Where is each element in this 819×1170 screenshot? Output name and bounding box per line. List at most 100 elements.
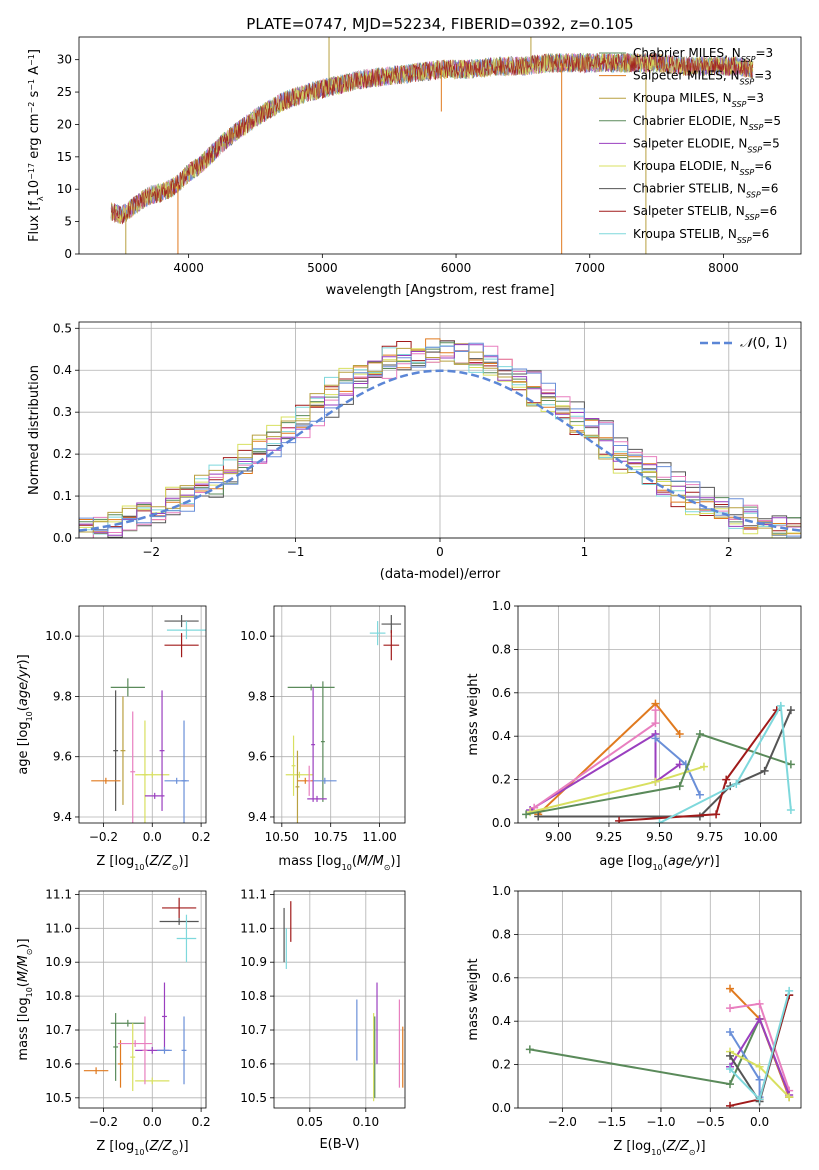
plot-area	[83, 897, 199, 1092]
massweight-line	[529, 732, 681, 811]
y-tick-label: 9.8	[248, 689, 267, 703]
massweight-marker	[699, 762, 708, 771]
massweight-marker	[755, 999, 764, 1008]
massweight-marker	[675, 782, 684, 791]
y-tick-label: 30	[57, 53, 72, 67]
massweight-marker	[522, 810, 531, 819]
x-axis-label: Z [log10(Z/Z⊙)]	[96, 1139, 188, 1157]
x-tick-label: −0.2	[89, 830, 118, 844]
x-axis-label: age [log10(age/yr)]	[599, 854, 719, 872]
massweight-marker	[760, 766, 769, 775]
y-tick-label: 11.1	[45, 887, 72, 901]
y-tick-label: 0.4	[492, 729, 511, 743]
x-tick-label: 9.25	[596, 830, 623, 844]
y-tick-label: 10.7	[45, 1023, 72, 1037]
legend-label: Kroupa STELIB, NSSP=6	[633, 227, 769, 245]
spectrum-line	[110, 52, 754, 225]
panel-massweight_vs_age: 9.00 9.25 9.50 9.75 10.00 0.0 0.2 0.4 0.6 0.8 1.0 a…	[466, 599, 802, 872]
legend-label: Kroupa ELODIE, NSSP=6	[633, 159, 772, 177]
normal-curve	[79, 369, 801, 532]
plot-area	[283, 901, 404, 1102]
x-tick-label: 9.50	[646, 830, 673, 844]
y-tick-label: 10.5	[45, 1091, 72, 1105]
y-tick-label: 11.0	[45, 921, 72, 935]
x-tick-label: 0.2	[192, 1115, 211, 1129]
y-tick-label: 9.8	[53, 689, 72, 703]
x-axis-label: Z [log10(Z/Z⊙)]	[96, 854, 188, 872]
massweight-marker	[726, 1064, 735, 1073]
y-tick-label: 0.6	[492, 971, 511, 985]
y-tick-label: 11.0	[240, 921, 267, 935]
panel-massweight_vs_Z: −2.0 −1.5 −1.0 −0.5 0.0 0.0 0.2 0.4 0.6 0.8 1.0 Z […	[466, 884, 802, 1157]
legend-label: 𝒩(0, 1)	[740, 336, 787, 351]
massweight-marker	[732, 779, 741, 788]
x-tick-label: 0.05	[296, 1115, 323, 1129]
massweight-marker	[785, 986, 794, 995]
x-tick-label: −2	[142, 545, 160, 559]
y-tick-label: 10.0	[45, 629, 72, 643]
histogram-step	[79, 342, 801, 537]
y-tick-label: 0.8	[492, 642, 511, 656]
massweight-marker	[655, 819, 664, 823]
massweight-marker	[675, 730, 684, 739]
axes-frame	[78, 321, 802, 539]
x-tick-label: 9.75	[697, 830, 724, 844]
massweight-marker	[615, 816, 624, 823]
y-tick-label: 9.6	[248, 750, 267, 764]
histogram-step	[79, 347, 801, 536]
y-tick-label: 10.6	[45, 1057, 72, 1071]
x-axis-label: E(B-V)	[319, 1137, 359, 1152]
x-tick-label: −0.2	[89, 1115, 118, 1129]
massweight-marker	[726, 1101, 735, 1108]
axes-frame	[273, 890, 406, 1109]
plot-area	[110, 37, 754, 254]
x-tick-label: 7000	[574, 261, 605, 275]
x-tick-label: 4000	[173, 261, 204, 275]
massweight-marker	[525, 1045, 534, 1054]
x-tick-label: 8000	[708, 261, 739, 275]
y-tick-label: 10	[57, 182, 72, 196]
axes-frame	[78, 890, 207, 1109]
spectrum-legend: Chabrier MILES, NSSP=3 Salpeter MILES, NS…	[599, 46, 781, 244]
massweight-marker	[695, 790, 704, 799]
massweight-marker	[651, 719, 660, 728]
x-tick-label: −1.0	[646, 1115, 675, 1129]
x-tick-label: 2	[725, 545, 733, 559]
x-tick-label: −2.0	[548, 1115, 577, 1129]
x-tick-label: 0.0	[750, 1115, 769, 1129]
panel-mass_vs_Z: −0.2 0.0 0.2 10.5 10.6 10.7 10.8 10.9 11.0 11.1 Z …	[16, 887, 211, 1156]
x-tick-label: 5000	[307, 261, 338, 275]
x-tick-label: −1	[287, 545, 305, 559]
y-tick-label: 0.2	[492, 1058, 511, 1072]
y-tick-label: 9.4	[53, 810, 72, 824]
panel-spectrum: 4000 5000 6000 7000 8000 0 5 10 15 20 25 30 waveleng…	[27, 36, 802, 298]
y-tick-label: 10.6	[240, 1057, 267, 1071]
x-tick-label: 9.00	[545, 830, 572, 844]
axes-frame	[273, 605, 406, 824]
massweight-marker	[726, 1004, 735, 1013]
x-tick-label: 6000	[441, 261, 472, 275]
y-tick-label: 0.8	[492, 927, 511, 941]
x-tick-label: 0.2	[192, 830, 211, 844]
massweight-marker	[786, 760, 795, 769]
legend-label: Chabrier STELIB, NSSP=6	[633, 182, 778, 200]
massweight-marker	[785, 1093, 794, 1102]
x-tick-label: −0.5	[696, 1115, 725, 1129]
y-axis-label: mass weight	[466, 958, 481, 1040]
axes-frame	[517, 605, 802, 824]
x-axis-label: wavelength [Angstrom, rest frame]	[326, 283, 555, 298]
plot-area	[525, 984, 794, 1108]
y-tick-label: 0.5	[53, 321, 72, 335]
massweight-marker	[726, 1051, 735, 1060]
y-tick-label: 10.8	[45, 989, 72, 1003]
x-tick-label: 11.00	[362, 830, 396, 844]
y-tick-label: 10.9	[240, 955, 267, 969]
legend-label: Salpeter STELIB, NSSP=6	[633, 204, 777, 222]
y-axis-label: mass weight	[466, 673, 481, 755]
x-tick-label: 0.0	[143, 830, 162, 844]
legend-label: Kroupa MILES, NSSP=3	[633, 91, 764, 109]
y-tick-label: 25	[57, 85, 72, 99]
y-tick-label: 9.4	[248, 810, 267, 824]
massweight-marker	[726, 984, 735, 993]
massweight-marker	[651, 706, 660, 715]
